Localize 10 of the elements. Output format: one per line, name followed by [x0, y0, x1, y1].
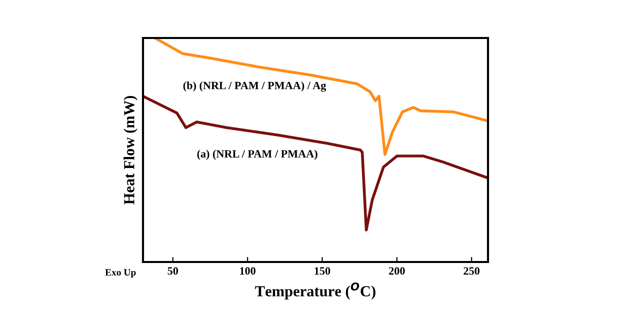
x-tick-label: 150: [314, 267, 330, 275]
x-tick-label: 100: [240, 267, 256, 275]
x-axis-title: Temperature ($^{O}$C): [255, 282, 376, 300]
text: Exo Up: [105, 269, 136, 278]
series-label: (b) (NRL / PAM / PMAA) / Ag: [183, 81, 326, 92]
x-tick-label: 250: [464, 267, 480, 275]
series-label: (a) (NRL / PAM / PMAA): [197, 150, 318, 160]
x-tick-label: 200: [389, 267, 405, 275]
y-axis-title: Heat Flow (mW): [124, 96, 138, 204]
x-tick-label: 50: [168, 267, 178, 275]
